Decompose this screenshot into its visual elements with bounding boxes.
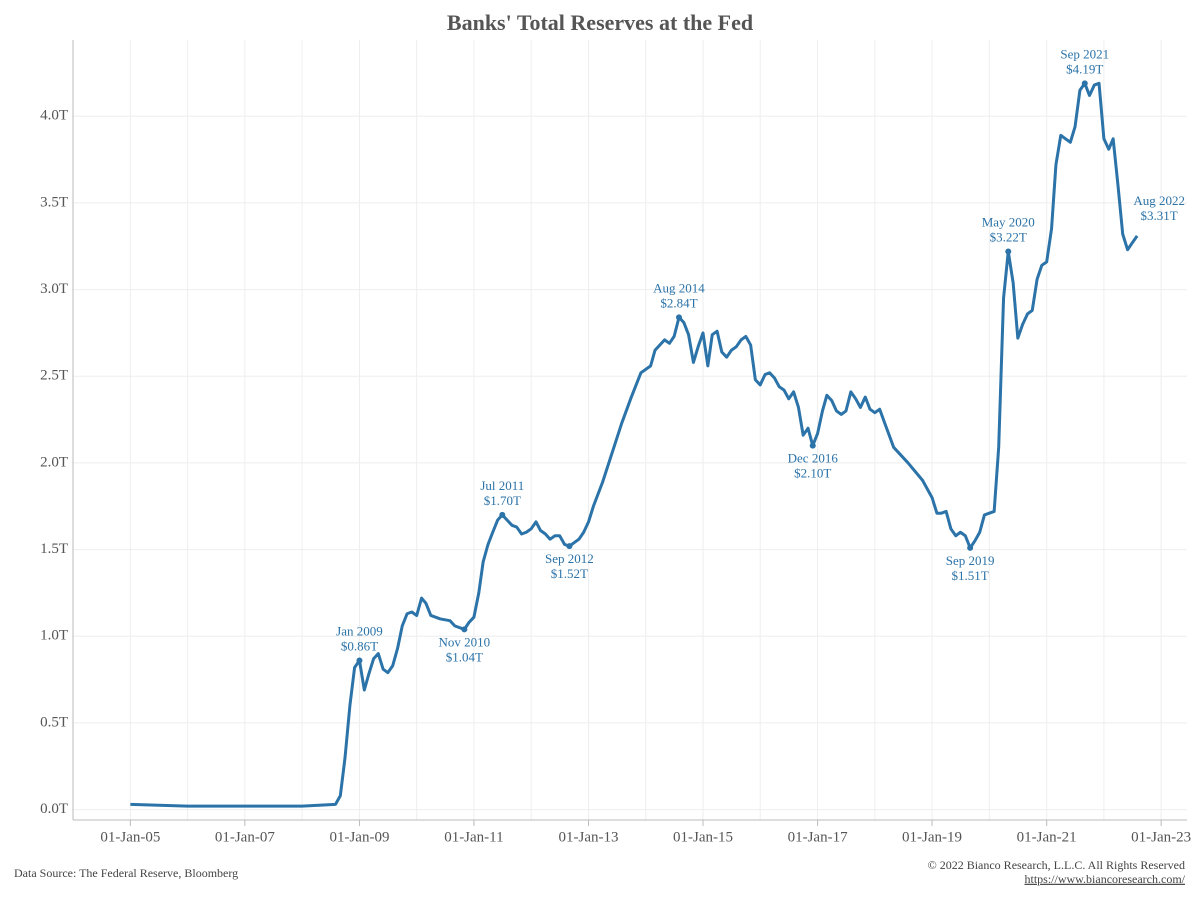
y-tick-label: 2.5T — [40, 368, 68, 384]
website-link[interactable]: https://www.biancoresearch.com/ — [1024, 872, 1185, 886]
annotation-value: $2.84T — [660, 295, 697, 310]
x-tick-label: 01-Jan-19 — [902, 829, 962, 845]
annotation-dot — [967, 544, 974, 551]
annotation-dot — [809, 442, 816, 449]
y-tick-label: 3.0T — [40, 281, 68, 297]
x-tick-label: 01-Jan-17 — [788, 829, 848, 845]
website-link-text[interactable]: https://www.biancoresearch.com/ — [1024, 872, 1185, 886]
annotation-date: Aug 2022 — [1133, 193, 1185, 208]
annotation-dot — [675, 314, 682, 321]
annotation-dot — [461, 626, 468, 633]
annotation-date: May 2020 — [982, 214, 1035, 229]
annotation-value: $4.19T — [1066, 61, 1103, 76]
data-line — [130, 81, 1139, 808]
annotation-value: $0.86T — [341, 639, 378, 654]
x-tick-label: 01-Jan-09 — [329, 829, 389, 845]
source-note: Data Source: The Federal Reserve, Bloomb… — [14, 866, 238, 880]
annotation-date: Jul 2011 — [480, 478, 524, 493]
y-tick-label: 0.5T — [40, 714, 68, 730]
annotation-value: $2.10T — [794, 466, 831, 481]
grid — [72, 40, 1187, 820]
annotation-date: Jan 2009 — [336, 624, 383, 639]
y-tick-label: 3.5T — [40, 194, 68, 210]
x-tick-label: 01-Jan-13 — [559, 829, 619, 845]
annotation-date: Nov 2010 — [439, 634, 491, 649]
y-tick-label: 4.0T — [40, 108, 68, 124]
x-tick-label: 01-Jan-11 — [444, 829, 503, 845]
x-tick-label: 01-Jan-21 — [1017, 829, 1077, 845]
annotation-dot — [356, 657, 363, 664]
annotation-date: Sep 2021 — [1060, 46, 1109, 61]
y-tick-label: 0.0T — [40, 801, 68, 817]
annotation-value: $1.04T — [446, 649, 483, 664]
x-tick-label: 01-Jan-15 — [673, 829, 733, 845]
chart-title: Banks' Total Reserves at the Fed — [447, 10, 753, 35]
annotation-dot — [1005, 248, 1012, 255]
y-tick-label: 1.0T — [40, 628, 68, 644]
annotation-date: Aug 2014 — [653, 280, 705, 295]
annotation-value: $1.51T — [952, 568, 989, 583]
annotation-date: Dec 2016 — [788, 451, 839, 466]
y-tick-label: 1.5T — [40, 541, 68, 557]
y-tick-label: 2.0T — [40, 454, 68, 470]
annotation-dot — [566, 543, 573, 550]
annotation-dot — [1081, 80, 1088, 87]
annotation-value: $3.31T — [1141, 208, 1178, 223]
x-tick-label: 01-Jan-05 — [100, 829, 160, 845]
annotation-value: $1.52T — [551, 566, 588, 581]
annotation-dot — [499, 511, 506, 518]
annotation-value: $1.70T — [484, 493, 521, 508]
annotation-date: Sep 2019 — [946, 553, 995, 568]
annotation-value: $3.22T — [990, 229, 1027, 244]
x-tick-label: 01-Jan-07 — [215, 829, 275, 845]
x-tick-label: 01-Jan-23 — [1131, 829, 1191, 845]
copyright: © 2022 Bianco Research, L.L.C. All Right… — [928, 858, 1185, 872]
annotation-date: Sep 2012 — [545, 551, 594, 566]
